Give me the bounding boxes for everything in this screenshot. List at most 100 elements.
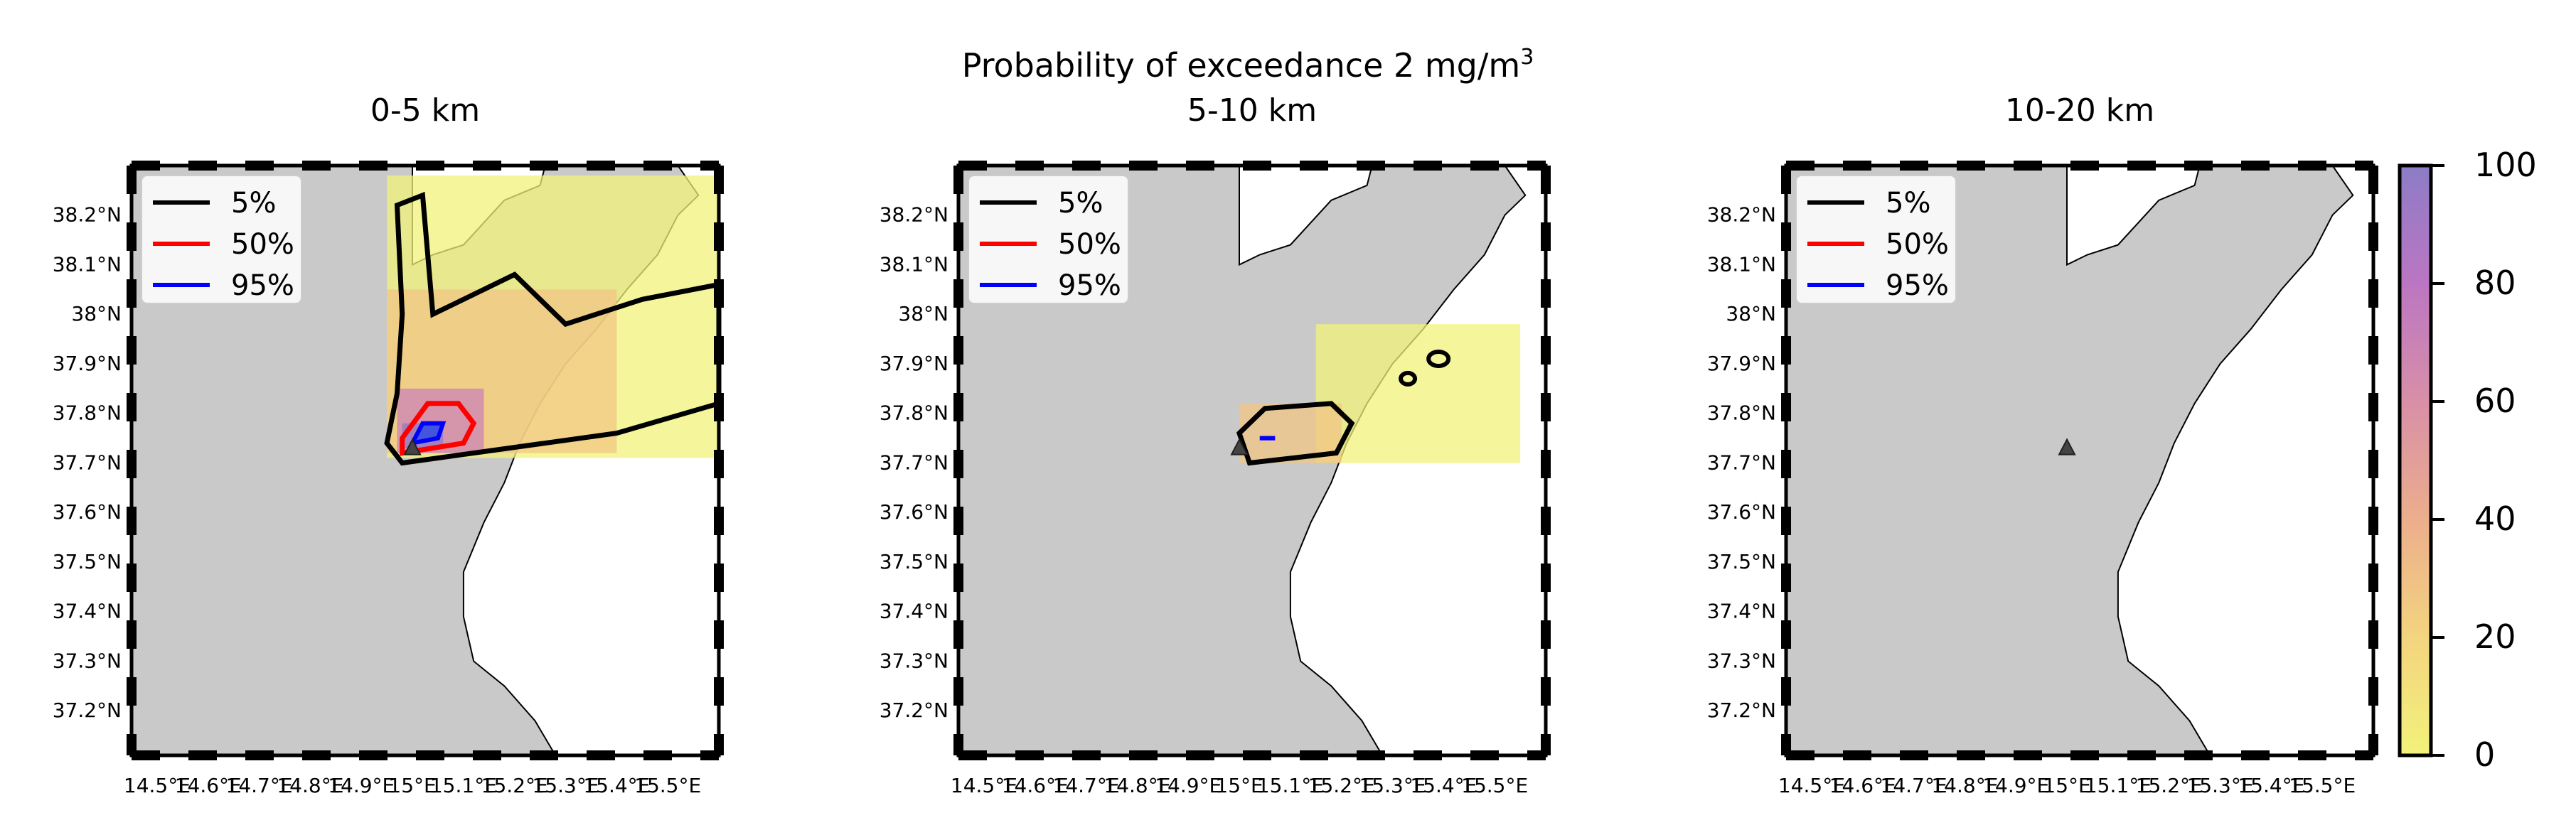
- panel-title: 5-10 km: [1187, 92, 1317, 129]
- x-tick-label: 14.6°E: [1829, 774, 1896, 797]
- panel-title: 10-20 km: [2005, 92, 2154, 129]
- x-tick-label: 14.6°E: [1002, 774, 1069, 797]
- legend: 5% 50% 95%: [1795, 175, 1957, 304]
- vent-marker: [2058, 438, 2076, 455]
- x-tick-label: 15.4°E: [2238, 774, 2304, 797]
- y-tick-label: 38°N: [1726, 302, 1776, 325]
- contour-5-island: [1426, 350, 1451, 369]
- legend-label: 50%: [231, 228, 294, 261]
- y-tick-label: 37.4°N: [880, 600, 948, 623]
- panel-title: 0-5 km: [370, 92, 480, 129]
- y-tick-label: 37.8°N: [1707, 401, 1776, 425]
- x-tick-label: 15.5°E: [1461, 774, 1528, 797]
- x-tick-label: 14.9°E: [1155, 774, 1222, 797]
- x-tick-label: 15.5°E: [2289, 774, 2356, 797]
- y-tick-label: 37.2°N: [53, 699, 122, 722]
- colorbar-tick-label: 80: [2474, 264, 2516, 302]
- y-tick-label: 37.9°N: [53, 352, 122, 375]
- x-tick-label: 15°E: [1215, 774, 1263, 797]
- x-tick-label: 15.3°E: [532, 774, 599, 797]
- x-tick-label: 15.2°E: [481, 774, 548, 797]
- x-tick-label: 14.8°E: [1103, 774, 1170, 797]
- colorbar-tick-label: 20: [2474, 618, 2516, 656]
- y-tick-label: 37.2°N: [1707, 699, 1776, 722]
- colorbar-tick-label: 40: [2474, 500, 2516, 538]
- contour-50: [400, 401, 477, 456]
- x-tick-label: 14.9°E: [1982, 774, 2049, 797]
- contour-95: [408, 421, 447, 446]
- legend-label: 5%: [1886, 187, 1930, 220]
- legend-label: 95%: [1886, 269, 1949, 302]
- y-tick-label: 38.2°N: [880, 203, 948, 227]
- x-tick-label: 15.2°E: [2136, 774, 2203, 797]
- legend: 5% 50% 95%: [141, 175, 302, 304]
- y-tick-label: 37.7°N: [1707, 451, 1776, 474]
- x-tick-label: 14.7°E: [226, 774, 293, 797]
- contour-5-island: [1399, 370, 1418, 387]
- x-tick-label: 15°E: [2043, 774, 2090, 797]
- x-tick-label: 15.1°E: [1257, 774, 1324, 797]
- x-tick-label: 14.8°E: [1931, 774, 1998, 797]
- legend-label: 5%: [231, 187, 276, 220]
- y-tick-label: 38.2°N: [1707, 203, 1776, 227]
- x-tick-label: 15.3°E: [2186, 774, 2253, 797]
- map-panel-1: 0-5 km 38.2°N 38.1°N 38°N 37.9°N 37.8°N 37.7°N…: [53, 92, 724, 797]
- x-tick-label: 15.5°E: [634, 774, 701, 797]
- colorbar: 100 80 60 40 20 0: [2398, 146, 2537, 774]
- colorbar-tick-label: 100: [2474, 146, 2537, 184]
- x-tick-label: 14.7°E: [1053, 774, 1120, 797]
- y-tick-label: 37.9°N: [1707, 352, 1776, 375]
- y-tick-label: 37.7°N: [53, 451, 122, 474]
- y-tick-label: 37.5°N: [53, 550, 122, 573]
- y-tick-label: 37.9°N: [880, 352, 948, 375]
- x-tick-label: 14.5°E: [1778, 774, 1845, 797]
- map-panel-2: 5-10 km 38.2°N 38.1°N 38°N 37.9°N 37.8°N 37.7°…: [880, 92, 1551, 797]
- figure-title: Probability of exceedance 2 mg/m3: [962, 45, 1534, 85]
- colorbar-gradient: [2398, 163, 2433, 757]
- y-tick-label: 38.1°N: [880, 252, 948, 276]
- y-tick-label: 37.5°N: [1707, 550, 1776, 573]
- y-tick-label: 37.4°N: [1707, 600, 1776, 623]
- y-tick-label: 37.3°N: [880, 649, 948, 672]
- probability-cell: [1315, 324, 1521, 463]
- x-tick-label: 15.4°E: [1410, 774, 1477, 797]
- y-tick-label: 37.3°N: [53, 649, 122, 672]
- y-tick-label: 38.1°N: [53, 252, 122, 276]
- legend-label: 50%: [1058, 228, 1121, 261]
- land-mass: [1785, 165, 2354, 756]
- colorbar-ticks: 100 80 60 40 20 0: [2431, 146, 2537, 774]
- x-tick-label: 14.6°E: [175, 774, 242, 797]
- x-tick-label: 15.1°E: [2085, 774, 2152, 797]
- legend: 5% 50% 95%: [968, 175, 1129, 304]
- x-tick-label: 15.2°E: [1308, 774, 1375, 797]
- y-tick-label: 37.7°N: [880, 451, 948, 474]
- vent-marker: [1230, 438, 1249, 455]
- x-tick-label: 15.3°E: [1359, 774, 1426, 797]
- legend-box: [141, 175, 302, 304]
- x-tick-label: 15°E: [388, 774, 436, 797]
- y-tick-label: 37.6°N: [880, 500, 948, 524]
- y-tick-label: 37.3°N: [1707, 649, 1776, 672]
- x-tick-label: 14.5°E: [124, 774, 191, 797]
- y-tick-label: 37.5°N: [880, 550, 948, 573]
- y-tick-label: 37.8°N: [53, 401, 122, 425]
- x-tick-label: 14.8°E: [277, 774, 343, 797]
- legend-label: 5%: [1058, 187, 1103, 220]
- x-tick-label: 15.1°E: [430, 774, 497, 797]
- legend-label: 50%: [1886, 228, 1949, 261]
- legend-label: 95%: [1058, 269, 1121, 302]
- y-tick-label: 38.2°N: [53, 203, 122, 227]
- x-tick-label: 14.5°E: [951, 774, 1017, 797]
- legend-label: 95%: [231, 269, 294, 302]
- y-tick-label: 38.1°N: [1707, 252, 1776, 276]
- y-tick-label: 38°N: [898, 302, 948, 325]
- x-tick-label: 14.7°E: [1881, 774, 1947, 797]
- y-tick-label: 37.6°N: [1707, 500, 1776, 524]
- contour-5: [1236, 401, 1355, 466]
- map-panel-3: 10-20 km 38.2°N 38.1°N 38°N 37.9°N 37.8°N 37.7…: [1707, 92, 2378, 797]
- y-tick-label: 37.2°N: [880, 699, 948, 722]
- y-tick-label: 38°N: [71, 302, 122, 325]
- colorbar-tick-label: 0: [2474, 735, 2495, 774]
- y-tick-label: 37.8°N: [880, 401, 948, 425]
